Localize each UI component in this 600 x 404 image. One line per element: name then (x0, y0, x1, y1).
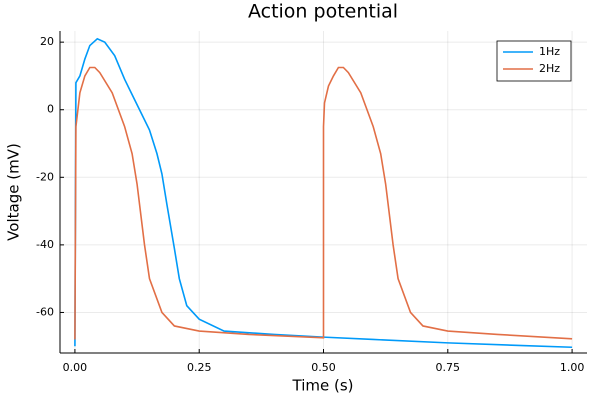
x-tick-label: 0.75 (436, 361, 461, 374)
chart-title: Action potential (248, 1, 398, 23)
x-axis-label: Time (s) (292, 377, 354, 395)
legend-label: 1Hz (539, 45, 560, 58)
line-series (74, 66, 573, 340)
y-tick-label: 20 (40, 35, 54, 48)
y-tick-label: -40 (36, 238, 54, 251)
x-tick-label: 0.25 (187, 361, 212, 374)
x-tick-label: 1.00 (560, 361, 585, 374)
legend-label: 2Hz (539, 62, 560, 75)
y-tick-label: -60 (36, 305, 54, 318)
x-tick-label: 0.00 (63, 361, 88, 374)
x-tick-label: 0.50 (311, 361, 336, 374)
y-tick-label: 0 (47, 103, 54, 116)
legend-box (496, 40, 572, 82)
y-tick-label: -20 (36, 170, 54, 183)
y-axis-label: Voltage (mV) (5, 143, 23, 241)
